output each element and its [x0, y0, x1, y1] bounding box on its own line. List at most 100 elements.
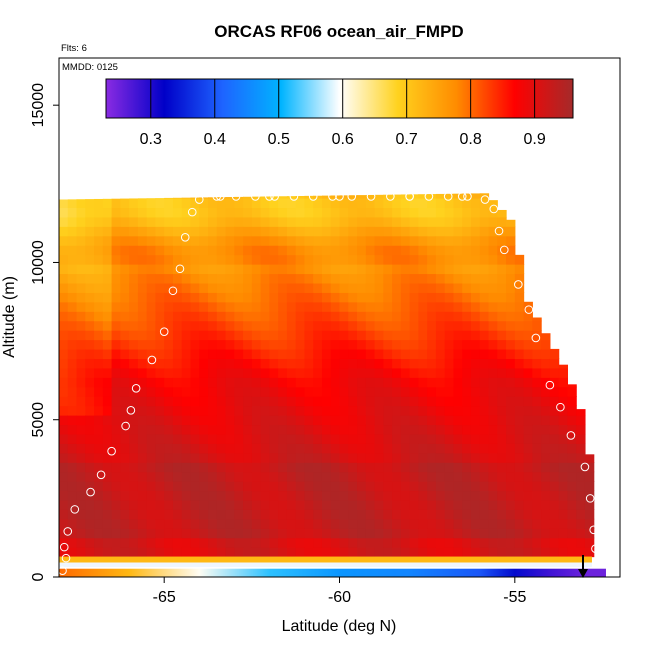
heatmap-cell	[269, 471, 279, 482]
heatmap-cell	[330, 405, 341, 416]
heatmap-cell	[76, 490, 86, 501]
heatmap-cell	[225, 547, 235, 558]
heatmap-cell	[155, 264, 165, 275]
heatmap-cell	[339, 471, 349, 482]
heatmap-cell	[208, 311, 218, 322]
heatmap-cell	[111, 235, 121, 246]
heatmap-cell	[102, 386, 113, 397]
heatmap-cell	[137, 547, 148, 558]
heatmap-cell	[523, 481, 533, 492]
heatmap-cell	[181, 528, 192, 539]
heatmap-cell	[348, 195, 358, 199]
heatmap-cell	[172, 396, 183, 407]
heatmap-cell	[313, 320, 323, 331]
heatmap-cell	[146, 264, 157, 275]
heatmap-cell	[102, 452, 113, 463]
heatmap-cell	[172, 386, 183, 397]
heatmap-cell	[584, 499, 595, 510]
heatmap-cell	[59, 292, 69, 303]
heatmap-cell	[321, 415, 332, 426]
heatmap-cell	[444, 301, 455, 312]
heatmap-cell	[216, 207, 227, 218]
heatmap-cell	[435, 264, 446, 275]
heatmap-cell	[295, 320, 306, 331]
heatmap-cell	[427, 320, 437, 331]
heatmap-cell	[120, 282, 130, 293]
heatmap-cell	[102, 198, 113, 209]
flight-point	[147, 355, 157, 365]
heatmap-cell	[216, 216, 227, 227]
heatmap-cell	[102, 254, 113, 265]
heatmap-cell	[541, 405, 551, 416]
heatmap-cell	[260, 301, 270, 312]
heatmap-cell	[199, 301, 209, 312]
heatmap-cell	[286, 235, 297, 246]
heatmap-cell	[470, 311, 481, 322]
heatmap-cell	[313, 415, 323, 426]
heatmap-cell	[365, 216, 376, 227]
heatmap-cell	[584, 481, 595, 492]
heatmap-cell	[488, 273, 498, 284]
heatmap-cell	[216, 462, 227, 473]
heatmap-cell	[286, 415, 297, 426]
heatmap-cell	[374, 452, 384, 463]
heatmap-cell	[216, 301, 227, 312]
heatmap-cell	[506, 235, 516, 246]
heatmap-cell	[357, 339, 367, 350]
heatmap-cell	[59, 235, 69, 246]
flight-point	[499, 245, 509, 255]
heatmap-cell	[462, 518, 472, 529]
heatmap-cell	[383, 490, 393, 501]
heatmap-cell	[418, 386, 428, 397]
heatmap-cell	[190, 490, 200, 501]
heatmap-cell	[330, 273, 341, 284]
heatmap-cell	[85, 282, 95, 293]
heatmap-cell	[313, 292, 323, 303]
heatmap-cell	[444, 396, 455, 407]
heatmap-cell	[208, 518, 218, 529]
heatmap-cell	[172, 462, 183, 473]
heatmap-cell	[374, 537, 384, 548]
heatmap-cell	[497, 282, 507, 293]
heatmap-cell	[453, 443, 463, 454]
heatmap-cell	[85, 292, 95, 303]
heatmap-cell	[488, 320, 498, 331]
heatmap-cell	[462, 254, 472, 265]
heatmap-cell	[339, 330, 349, 341]
flight-point	[308, 192, 318, 201]
heatmap-cell	[164, 537, 174, 548]
heatmap-cell	[313, 499, 323, 510]
heatmap-cell	[532, 377, 542, 388]
heatmap-cell	[506, 273, 516, 284]
heatmap-cell	[278, 282, 288, 293]
heatmap-cell	[94, 424, 104, 435]
heatmap-cell	[111, 348, 121, 359]
heatmap-cell	[234, 301, 244, 312]
heatmap-cell	[102, 471, 113, 482]
heatmap-cell	[199, 490, 209, 501]
heatmap-cell	[155, 282, 165, 293]
heatmap-cell	[260, 330, 270, 341]
heatmap-cell	[427, 499, 437, 510]
heatmap-cell	[392, 509, 402, 520]
heatmap-cell	[418, 471, 428, 482]
flight-point	[405, 192, 414, 201]
heatmap-cell	[348, 405, 358, 416]
heatmap-cell	[523, 330, 533, 341]
heatmap-cell	[453, 273, 463, 284]
heatmap-cell	[172, 301, 183, 312]
heatmap-cell	[348, 443, 358, 454]
heatmap-cell	[392, 235, 402, 246]
heatmap-cell	[120, 499, 130, 510]
heatmap-cell	[67, 518, 78, 529]
heatmap-cell	[313, 254, 323, 265]
heatmap-cell	[330, 424, 341, 435]
heatmap-cell	[427, 264, 437, 275]
heatmap-cell	[286, 481, 297, 492]
heatmap-cell	[488, 226, 498, 237]
heatmap-cell	[67, 415, 78, 426]
heatmap-cell	[488, 547, 498, 558]
heatmap-cell	[216, 330, 227, 341]
heatmap-cell	[260, 452, 270, 463]
heatmap-cell	[181, 226, 192, 237]
